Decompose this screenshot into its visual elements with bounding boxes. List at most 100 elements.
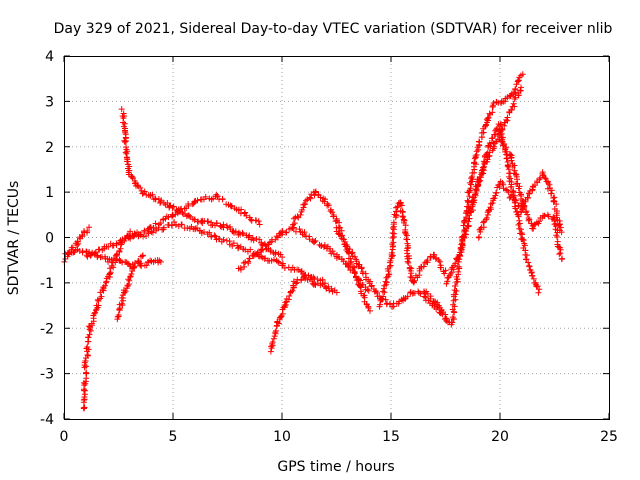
data-point <box>399 213 406 220</box>
data-point <box>483 215 490 222</box>
data-point <box>476 138 483 145</box>
data-point <box>131 263 138 270</box>
data-point <box>504 162 511 169</box>
data-point <box>242 209 249 216</box>
data-point <box>201 229 208 236</box>
data-point <box>306 194 313 201</box>
data-point <box>518 230 525 237</box>
data-point <box>170 203 177 210</box>
data-point <box>389 252 396 259</box>
data-point <box>519 197 526 204</box>
data-point <box>270 335 277 342</box>
data-point <box>290 224 297 231</box>
data-point <box>182 211 189 218</box>
data-point <box>411 277 418 284</box>
data-point <box>314 276 321 283</box>
data-point <box>386 271 393 278</box>
data-point <box>340 258 347 265</box>
data-point <box>127 228 134 235</box>
data-point <box>80 404 87 411</box>
data-point <box>434 304 441 311</box>
data-point <box>512 205 519 212</box>
data-point <box>485 114 492 121</box>
data-point <box>202 193 209 200</box>
data-point <box>511 196 518 203</box>
data-point <box>122 149 129 156</box>
data-point <box>86 224 93 231</box>
data-point <box>294 213 301 220</box>
data-point <box>525 259 532 266</box>
data-point <box>300 274 307 281</box>
data-point <box>515 213 522 220</box>
y-axis-label: SDTVAR / TECUs <box>6 181 22 296</box>
data-point <box>521 204 528 211</box>
data-point <box>213 220 220 227</box>
data-point <box>301 201 308 208</box>
data-point <box>116 306 123 313</box>
data-point <box>306 236 313 243</box>
data-point <box>466 203 473 210</box>
data-point <box>507 175 514 182</box>
data-point <box>107 269 114 276</box>
data-point <box>329 248 336 255</box>
data-point <box>317 194 324 201</box>
data-point <box>219 196 226 203</box>
data-point <box>470 197 477 204</box>
data-point <box>254 251 261 258</box>
data-point <box>379 288 386 295</box>
data-point <box>451 309 458 316</box>
data-point <box>186 212 193 219</box>
data-point <box>508 106 515 113</box>
data-point <box>441 270 448 277</box>
data-point <box>452 260 459 267</box>
data-point <box>471 155 478 162</box>
data-point <box>532 279 539 286</box>
data-point <box>464 197 471 204</box>
data-point <box>512 199 519 206</box>
data-point <box>436 258 443 265</box>
series-track-g <box>125 219 329 287</box>
data-point <box>557 224 564 231</box>
series-track-h <box>267 273 340 355</box>
data-point <box>523 208 530 215</box>
data-point <box>439 311 446 318</box>
data-point <box>505 189 512 196</box>
data-point <box>325 283 332 290</box>
data-point <box>405 244 412 251</box>
series-track-q <box>463 84 525 217</box>
data-point <box>539 169 546 176</box>
data-point <box>297 211 304 218</box>
data-point <box>69 244 76 251</box>
data-point <box>476 233 483 240</box>
data-point <box>403 236 410 243</box>
data-point <box>348 250 355 257</box>
data-point <box>232 228 239 235</box>
x-tick-label: 10 <box>273 429 291 445</box>
data-point <box>390 225 397 232</box>
data-point <box>476 174 483 181</box>
data-point <box>453 287 460 294</box>
data-point <box>217 223 224 230</box>
data-point <box>240 230 247 237</box>
data-point <box>480 224 487 231</box>
data-point <box>534 283 541 290</box>
data-point <box>184 225 191 232</box>
data-point <box>471 159 478 166</box>
data-point <box>138 263 145 270</box>
chart-title: Day 329 of 2021, Sidereal Day-to-day VTE… <box>54 21 613 37</box>
data-point <box>312 237 319 244</box>
x-ticks: 0 5 10 15 20 25 <box>60 56 618 445</box>
data-point <box>410 278 417 285</box>
data-point <box>353 277 360 284</box>
data-point <box>386 301 393 308</box>
data-point <box>155 224 162 231</box>
data-point <box>421 293 428 300</box>
data-point <box>322 196 329 203</box>
data-point <box>484 115 491 122</box>
data-point <box>475 181 482 188</box>
data-point <box>206 229 213 236</box>
data-point <box>520 237 527 244</box>
data-point <box>321 242 328 249</box>
data-point <box>473 148 480 155</box>
data-point <box>247 246 254 253</box>
